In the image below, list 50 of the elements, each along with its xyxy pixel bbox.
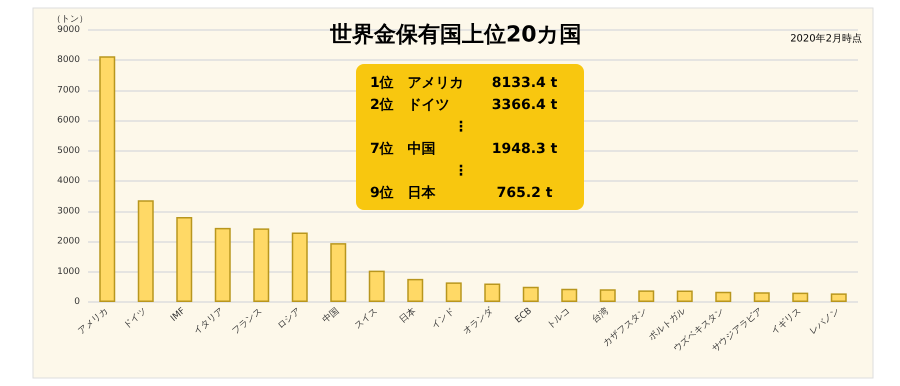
x-tick-label: ドイツ xyxy=(122,306,149,332)
bar xyxy=(484,284,500,302)
bar xyxy=(292,232,308,302)
x-tick-label: 中国 xyxy=(320,305,342,326)
x-tick-label: 日本 xyxy=(398,305,418,326)
chart-title: 世界金保有国上位20カ国 xyxy=(329,22,582,48)
annotation: 1位 アメリカ 8133.4 t 2位 ドイツ 3366.4 t ⋮ 7位 中国 1948.3 t ⋮ 9位 日本 765.2 t xyxy=(370,75,558,201)
x-tick-label: ECB xyxy=(514,306,534,326)
y-tick-label: 8000 xyxy=(57,55,80,66)
y-axis-title: （トン） xyxy=(52,14,88,24)
y-tick-label: 3000 xyxy=(57,206,80,216)
y-tick-label: 1000 xyxy=(57,266,80,277)
bar xyxy=(792,292,808,302)
bar xyxy=(522,286,539,302)
bar xyxy=(600,289,616,302)
bar xyxy=(561,288,578,302)
bar xyxy=(368,270,385,302)
bar xyxy=(99,56,116,302)
x-tick-label: インド xyxy=(430,306,457,332)
bar xyxy=(446,282,462,302)
y-tick-label: 7000 xyxy=(57,85,80,96)
x-tick-label: アメリカ xyxy=(76,306,110,337)
bar xyxy=(676,290,693,302)
bar xyxy=(754,292,770,302)
y-tick-label: 5000 xyxy=(57,146,80,156)
x-tick-label: レバノン xyxy=(808,306,842,337)
bar xyxy=(214,228,231,302)
y-tick-label: 9000 xyxy=(57,25,80,35)
x-tick-label: イタリア xyxy=(192,306,226,337)
bar xyxy=(138,200,154,302)
bar xyxy=(330,243,346,302)
bar xyxy=(830,293,847,302)
x-tick-label: IMF xyxy=(169,306,188,324)
bar xyxy=(715,292,732,302)
x-tick-label: トルコ xyxy=(545,306,572,332)
y-tick-label: 6000 xyxy=(57,116,80,126)
bar xyxy=(638,290,654,302)
x-tick-label: フランス xyxy=(230,306,264,337)
x-tick-label: スイス xyxy=(352,306,380,332)
y-tick-label: 4000 xyxy=(57,176,80,186)
x-tick-label: イギリス xyxy=(768,305,804,337)
x-tick-label: ロシア xyxy=(276,306,303,332)
y-tick-label: 2000 xyxy=(57,236,80,247)
y-tick-label: 0 xyxy=(74,297,80,307)
bar xyxy=(176,216,192,302)
bar xyxy=(253,228,270,302)
annotation: 2020年2月時点 xyxy=(790,32,862,44)
x-tick-label: 台湾 xyxy=(590,305,611,326)
bar xyxy=(407,278,424,302)
x-tick-label: オランダ xyxy=(460,304,496,337)
